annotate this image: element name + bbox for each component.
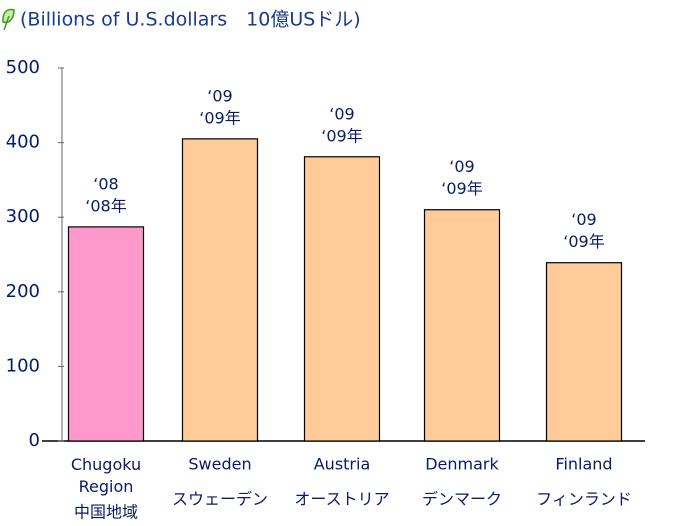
x-tick-label: Denmark [425,455,499,474]
year-label: ‘09 [571,210,596,229]
y-tick-label: 400 [6,132,40,153]
x-tick-label: Finland [555,455,612,474]
year-label: ‘08 [93,174,118,193]
y-tick-label: 200 [6,281,40,302]
year-label: ‘09 [207,86,232,105]
year-label: ‘09年 [563,232,604,251]
y-tick-label: 500 [6,57,40,78]
x-tick-label-ja: オーストリア [294,490,389,509]
bar [181,138,259,442]
x-tick-label-ja: スウェーデン [172,490,268,509]
year-label: ‘09 [329,104,354,123]
year-label: ‘08年 [85,196,126,215]
x-tick-label-ja: デンマーク [422,490,502,509]
x-tick-label: Chugoku Region [71,455,141,496]
y-tick-label: 100 [6,355,40,376]
x-tick-label-ja: フィンランド [536,490,632,509]
year-label: ‘09年 [441,179,482,198]
y-tick-label: 300 [6,206,40,227]
x-tick-label: Sweden [188,455,251,474]
leaf-icon [2,8,15,31]
bar [545,262,623,442]
x-tick-label-ja: 中国地域 [74,503,138,522]
bar [303,156,381,442]
x-tick-label: Austria [314,455,371,474]
year-label: ‘09 [449,157,474,176]
chart-subtitle: (Billions of U.S.dollars 10億USドル) [20,9,361,31]
y-tick-label: 0 [29,430,40,451]
bar [423,209,501,442]
year-label: ‘09年 [321,126,362,145]
year-label: ‘09年 [199,108,240,127]
bar [67,226,145,442]
